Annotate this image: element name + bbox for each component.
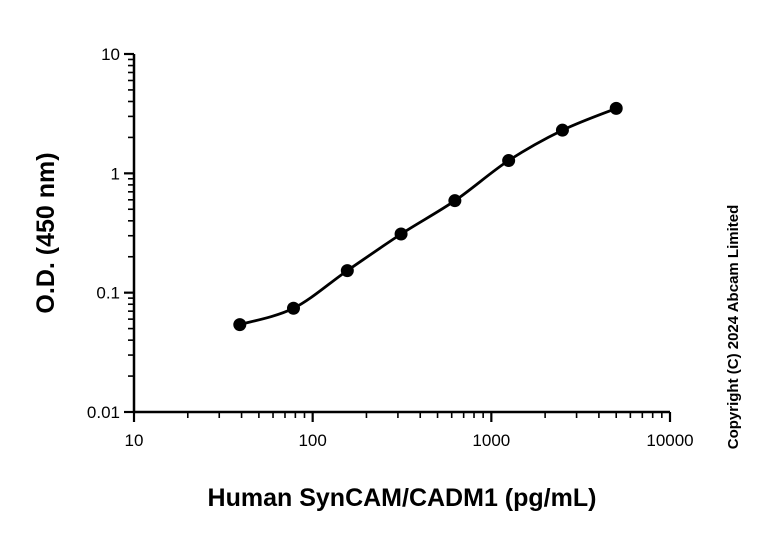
x-tick-label: 10000 [646, 431, 693, 450]
copyright-annotation: Copyright (C) 2024 Abcam Limited [725, 205, 742, 449]
data-point [340, 264, 354, 278]
fit-curve [239, 107, 617, 326]
fit-curve-layer [239, 107, 617, 326]
data-point [609, 101, 623, 115]
x-tick-label: 1000 [472, 431, 510, 450]
data-point [233, 318, 247, 332]
data-point [555, 123, 569, 137]
data-point [502, 154, 516, 168]
data-point [394, 227, 408, 241]
axes: 0.01 0.1 1 10 10 100 1000 10000 [87, 45, 694, 450]
y-tick-label: 10 [101, 45, 120, 64]
data-point [286, 301, 300, 315]
data-point [448, 194, 462, 208]
x-tick-label: 100 [298, 431, 326, 450]
data-points [233, 101, 623, 332]
y-tick-label: 1 [111, 164, 120, 183]
y-tick-label: 0.01 [87, 403, 120, 422]
x-tick-label: 10 [125, 431, 144, 450]
y-tick-label: 0.1 [96, 284, 120, 303]
x-axis-title: Human SynCAM/CADM1 (pg/mL) [208, 484, 597, 512]
y-axis-title: O.D. (450 nm) [32, 152, 60, 313]
